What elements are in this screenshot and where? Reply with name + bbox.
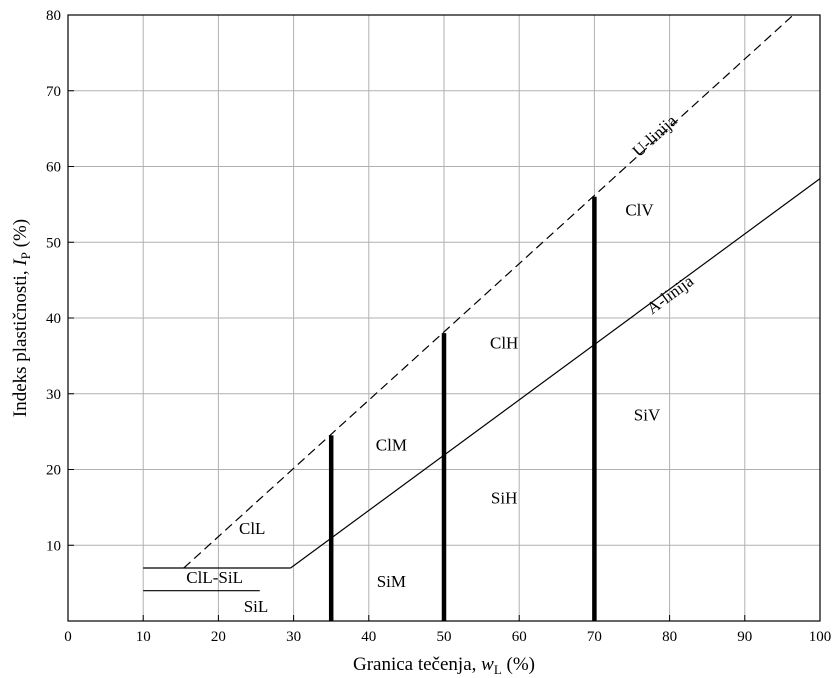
- grid: [68, 15, 820, 621]
- y-tick-label: 70: [46, 84, 61, 100]
- x-tick-label: 20: [211, 629, 226, 645]
- zone-label-sil: SiL: [244, 597, 269, 616]
- u-linija-line: [183, 15, 795, 569]
- y-axis-title: Indeks plastičnosti, IP (%): [10, 219, 33, 417]
- x-tick-label: 10: [136, 629, 151, 645]
- x-tick-label: 90: [737, 629, 752, 645]
- zone-label-sim: SiM: [377, 572, 406, 591]
- a-linija-line: [290, 178, 820, 569]
- zone-label-clh: ClH: [490, 333, 518, 352]
- zone-label-siv: SiV: [634, 405, 661, 424]
- x-tick-label: 100: [809, 629, 832, 645]
- zone-label-clv: ClV: [625, 201, 654, 220]
- y-tick-label: 30: [46, 387, 61, 403]
- x-tick-label: 0: [64, 629, 72, 645]
- zone-label-cll: ClL: [239, 519, 265, 538]
- x-tick-label: 80: [662, 629, 677, 645]
- a-linija-label: A-linija: [643, 271, 697, 318]
- zone-label-clm: ClM: [376, 436, 407, 455]
- y-tick-label: 80: [46, 8, 61, 24]
- u-linija-label: U-linija: [629, 111, 681, 161]
- x-tick-label: 40: [361, 629, 376, 645]
- y-tick-label: 60: [46, 160, 61, 176]
- x-tick-label: 50: [437, 629, 452, 645]
- chart-lines: [143, 15, 820, 621]
- y-tick-label: 50: [46, 235, 61, 251]
- zone-label-sih: SiH: [491, 489, 517, 508]
- x-axis-title: Granica tečenja, wL (%): [353, 654, 535, 677]
- x-tick-label: 30: [286, 629, 301, 645]
- y-tick-label: 20: [46, 463, 61, 479]
- y-tick-label: 10: [46, 538, 61, 554]
- axis-ticks: 0 10 20 30 40 50 60 70 80 90 100 10 20 30 40 50 60 70 80: [46, 8, 831, 645]
- y-tick-label: 40: [46, 311, 61, 327]
- x-tick-label: 60: [512, 629, 527, 645]
- zone-label-cll-sil: ClL-SiL: [186, 568, 243, 587]
- x-tick-label: 70: [587, 629, 602, 645]
